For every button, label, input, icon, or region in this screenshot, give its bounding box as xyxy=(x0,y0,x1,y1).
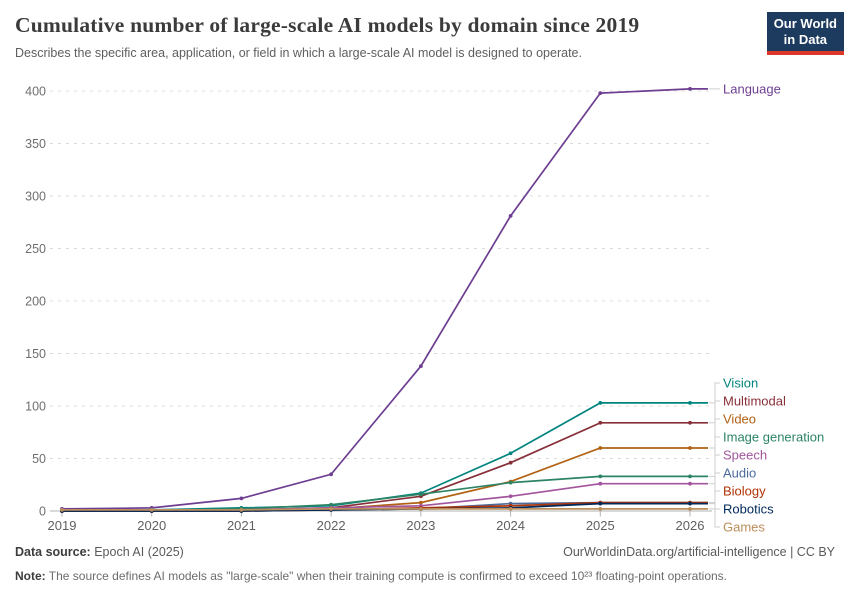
data-point xyxy=(329,502,333,507)
data-point xyxy=(688,401,692,405)
legend-label-vision[interactable]: Vision xyxy=(723,376,758,391)
legend-label-speech[interactable]: Speech xyxy=(723,448,767,463)
data-point xyxy=(419,364,423,368)
owid-url-link[interactable]: OurWorldinData.org/artificial-intelligen… xyxy=(563,545,835,559)
data-point xyxy=(239,508,244,512)
note-label: Note: xyxy=(15,569,46,583)
legend-label-video[interactable]: Video xyxy=(723,412,756,427)
chart-subtitle: Describes the specific area, application… xyxy=(15,46,582,60)
data-point xyxy=(508,507,513,511)
footer-note-row: Note: The source defines AI models as "l… xyxy=(15,569,727,583)
data-point xyxy=(419,492,423,497)
x-axis-tick-label: 2019 xyxy=(48,518,77,533)
data-point xyxy=(508,451,513,456)
note-value: The source defines AI models as "large-s… xyxy=(45,569,727,583)
y-axis-tick-label: 50 xyxy=(32,452,46,466)
data-point xyxy=(419,500,423,505)
x-axis-tick-label: 2023 xyxy=(406,518,435,533)
data-point xyxy=(688,87,692,91)
legend-connector xyxy=(709,503,720,510)
y-axis-tick-label: 300 xyxy=(25,190,46,204)
data-point xyxy=(688,507,692,511)
data-point xyxy=(688,501,692,506)
data-point xyxy=(598,474,603,479)
owid-logo-line1: Our World xyxy=(773,16,837,31)
series-line-language[interactable] xyxy=(61,88,708,510)
x-axis-tick-label: 2024 xyxy=(496,518,525,533)
data-point xyxy=(508,214,513,218)
legend-label-robotics[interactable]: Robotics xyxy=(723,502,774,517)
legend-connector xyxy=(709,490,720,504)
legend-connector xyxy=(709,400,720,424)
x-axis-tick-label: 2020 xyxy=(137,518,166,533)
data-point xyxy=(688,474,692,479)
legend-label-audio[interactable]: Audio xyxy=(723,466,756,481)
legend-label-image-generation[interactable]: Image generation xyxy=(723,430,824,445)
data-point xyxy=(239,496,244,501)
data-point xyxy=(598,507,603,511)
y-axis-tick-label: 250 xyxy=(25,242,46,256)
data-point xyxy=(688,446,692,450)
x-axis-tick-label: 2026 xyxy=(676,518,705,533)
legend-label-language[interactable]: Language xyxy=(723,81,781,96)
legend-connector xyxy=(709,508,720,528)
data-point xyxy=(688,420,692,425)
legend-connector xyxy=(709,382,720,404)
data-source-value: Epoch AI (2025) xyxy=(90,545,184,559)
data-point xyxy=(688,481,692,486)
data-source: Data source: Epoch AI (2025) xyxy=(15,545,184,559)
owid-logo[interactable]: Our World in Data xyxy=(766,12,844,55)
legend-connector xyxy=(709,418,720,449)
data-point xyxy=(508,480,513,485)
data-point xyxy=(598,446,603,450)
y-axis-tick-label: 0 xyxy=(39,505,46,519)
data-point xyxy=(149,508,154,512)
data-point xyxy=(598,91,603,95)
y-axis-tick-label: 400 xyxy=(25,85,46,99)
x-axis-tick-label: 2025 xyxy=(586,518,615,533)
data-point xyxy=(598,420,603,425)
data-point xyxy=(598,481,603,486)
data-point xyxy=(598,401,603,405)
series-line-vision[interactable] xyxy=(61,402,708,512)
data-point xyxy=(329,472,333,477)
footer-source-row: Data source: Epoch AI (2025) OurWorldinD… xyxy=(15,545,835,559)
y-axis-tick-label: 350 xyxy=(25,137,46,151)
y-axis-tick-label: 200 xyxy=(25,295,46,309)
data-point xyxy=(508,494,513,499)
data-point xyxy=(60,508,64,512)
legend-connector xyxy=(709,454,720,485)
x-axis-tick-label: 2022 xyxy=(317,518,346,533)
legend-label-games[interactable]: Games xyxy=(723,520,765,535)
x-axis-tick-label: 2021 xyxy=(227,518,256,533)
data-source-label: Data source: xyxy=(15,545,91,559)
data-point xyxy=(419,507,423,511)
page-title: Cumulative number of large-scale AI mode… xyxy=(15,13,640,37)
legend-label-biology[interactable]: Biology xyxy=(723,484,766,499)
y-axis-tick-label: 150 xyxy=(25,347,46,361)
data-point xyxy=(598,501,603,506)
y-axis-tick-label: 100 xyxy=(25,400,46,414)
legend-label-multimodal[interactable]: Multimodal xyxy=(723,394,786,409)
owid-logo-line2: in Data xyxy=(783,32,828,48)
data-point xyxy=(508,460,513,465)
data-point xyxy=(329,507,333,511)
chart-canvas: 0 50 100 150 200 250 300 350 400 2019 2020 2021 2022… xyxy=(25,81,824,535)
